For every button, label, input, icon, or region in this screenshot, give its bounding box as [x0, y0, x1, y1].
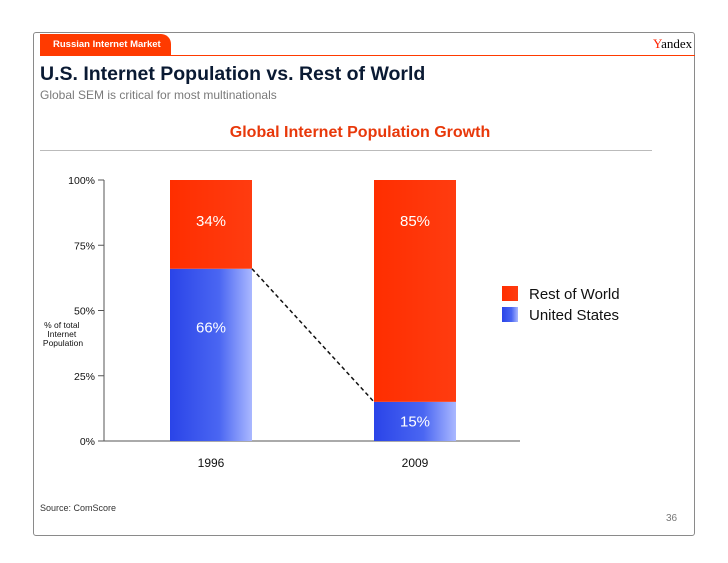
x-tick-label: 2009 — [402, 456, 429, 470]
bar-segment-rest-of-world — [170, 180, 252, 269]
legend-label: Rest of World — [529, 286, 620, 303]
y-tick-label: 0% — [80, 436, 95, 448]
legend-swatch — [502, 286, 518, 301]
chart-title-rule — [40, 150, 652, 151]
slide-frame — [33, 32, 695, 536]
bar-segment-united-states — [170, 268, 252, 441]
slide-subtitle: Global SEM is critical for most multinat… — [40, 88, 277, 102]
y-tick-label: 50% — [74, 306, 95, 318]
data-label: 66% — [196, 319, 226, 336]
y-tick-label: 100% — [68, 175, 95, 187]
source-note: Source: ComScore — [40, 503, 117, 513]
x-tick-label: 1996 — [198, 456, 225, 470]
chart-title: Global Internet Population Growth — [229, 124, 491, 141]
y-axis-label: % of total Internet Population — [43, 320, 83, 348]
yandex-logo: Yandex — [653, 36, 693, 51]
legend-swatch — [502, 307, 518, 322]
data-label: 15% — [400, 413, 430, 430]
y-tick-label: 75% — [74, 240, 95, 252]
y-tick-label: 25% — [74, 371, 95, 383]
header-rule — [171, 55, 695, 56]
section-tab: Russian Internet Market — [40, 34, 171, 56]
slide-title: U.S. Internet Population vs. Rest of Wor… — [40, 63, 426, 85]
bar-segment-united-states — [374, 401, 456, 441]
data-label: 85% — [400, 213, 430, 230]
bar-segment-rest-of-world — [374, 180, 456, 402]
data-label: 34% — [196, 213, 226, 230]
legend-label: United States — [529, 307, 619, 324]
dashed-connector-line — [251, 268, 375, 403]
page-number: 36 — [666, 513, 678, 524]
